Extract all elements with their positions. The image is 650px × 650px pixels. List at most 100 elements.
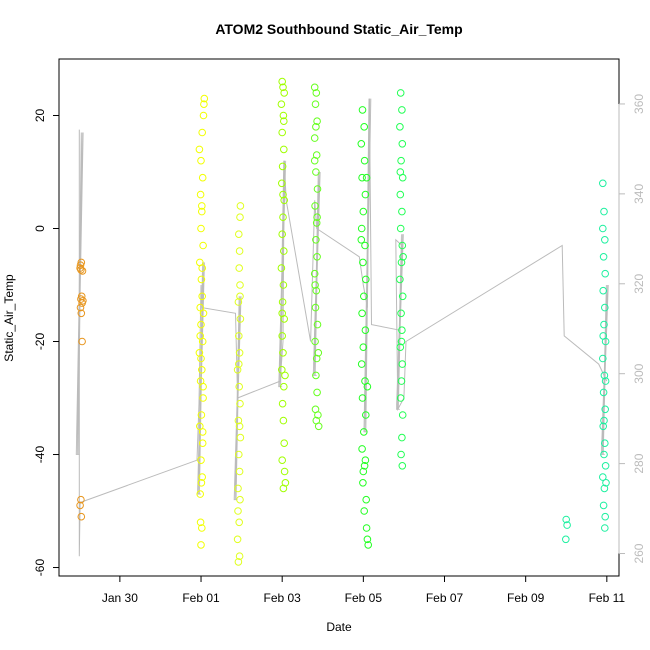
data-point [600, 207, 608, 216]
data-point [311, 202, 319, 210]
data-point [600, 450, 608, 459]
data-point [235, 382, 243, 391]
data-point [600, 484, 609, 493]
data-point [599, 422, 608, 431]
x-tick-label: Feb 11 [589, 591, 626, 605]
data-point [599, 501, 608, 510]
data-point [77, 495, 85, 504]
data-point [199, 394, 207, 402]
data-point [397, 337, 406, 346]
data-point [235, 552, 244, 561]
data-point [277, 264, 286, 272]
data-point [399, 252, 407, 261]
data-point [279, 190, 287, 199]
data-point [78, 267, 87, 275]
data-point [398, 411, 407, 419]
data-point [601, 236, 609, 244]
data-point [278, 332, 287, 340]
y2-axis: 260 280 300 320 340 360 [618, 94, 646, 564]
data-point [601, 524, 609, 532]
data-point [76, 303, 85, 312]
data-point [398, 433, 406, 442]
data-point [360, 507, 369, 515]
data-point [278, 230, 287, 238]
data-point [280, 196, 289, 205]
data-point [77, 512, 86, 521]
data-point [310, 156, 319, 165]
track-burst-6 [395, 234, 404, 410]
data-point [312, 286, 321, 295]
data-point [234, 507, 242, 515]
y-axis-label: Static_Air_Temp [2, 274, 16, 362]
data-point [600, 416, 608, 425]
data-point [358, 173, 366, 182]
data-point [235, 360, 243, 368]
data-point [601, 439, 609, 448]
track-burst-1 [197, 262, 205, 495]
data-point [398, 207, 406, 216]
data-point [236, 292, 244, 301]
data-point [277, 100, 286, 108]
data-point [599, 286, 608, 295]
data-point [198, 202, 206, 210]
y-axis: 20 0 -20 -40 -60 [33, 109, 60, 576]
data-point [601, 512, 610, 521]
data-point [234, 416, 243, 425]
track-burst-2 [233, 296, 242, 501]
data-point [279, 416, 288, 425]
data-point [196, 490, 204, 498]
data-point [196, 303, 204, 312]
data-point [234, 484, 242, 493]
data-point [397, 309, 405, 318]
data-point [197, 320, 205, 329]
data-point [396, 168, 405, 176]
data-point [281, 371, 289, 380]
data-point [78, 337, 86, 346]
data-point [396, 224, 405, 233]
data-point [197, 456, 205, 465]
data-point [311, 281, 319, 289]
data-point [360, 123, 369, 131]
data-point [235, 247, 244, 255]
track-burst-0 [75, 132, 84, 455]
data-point [195, 349, 204, 357]
data-point [361, 326, 370, 335]
data-point [199, 309, 208, 318]
data-point [312, 354, 321, 363]
data-point [562, 535, 570, 544]
data-point [361, 241, 369, 250]
data-point [396, 343, 405, 352]
data-point [397, 450, 405, 459]
track-burst-3 [278, 160, 287, 388]
track-burst-7 [600, 284, 609, 455]
data-point [278, 128, 287, 137]
data-point [280, 439, 289, 448]
data-point [313, 185, 322, 193]
data-point [198, 128, 206, 137]
data-point [360, 292, 368, 301]
data-point [364, 541, 373, 549]
data-point [77, 309, 86, 318]
data-point [196, 190, 205, 199]
data-point [602, 479, 610, 487]
data-point [312, 168, 320, 176]
data-point [599, 388, 608, 397]
data-point [196, 518, 205, 527]
data-point [198, 473, 206, 481]
data-point [311, 100, 320, 108]
data-point [236, 281, 244, 289]
data-point [197, 479, 206, 487]
y2-tick-label: 300 [632, 363, 646, 383]
data-point [280, 247, 288, 255]
data-point [362, 524, 371, 532]
data-point [363, 535, 372, 544]
points-layer [76, 77, 610, 566]
data-point [396, 394, 405, 402]
data-point [278, 399, 287, 408]
data-point [76, 501, 84, 510]
data-point [200, 94, 209, 103]
data-point [197, 411, 206, 419]
data-point [314, 349, 323, 357]
data-point [358, 309, 366, 318]
